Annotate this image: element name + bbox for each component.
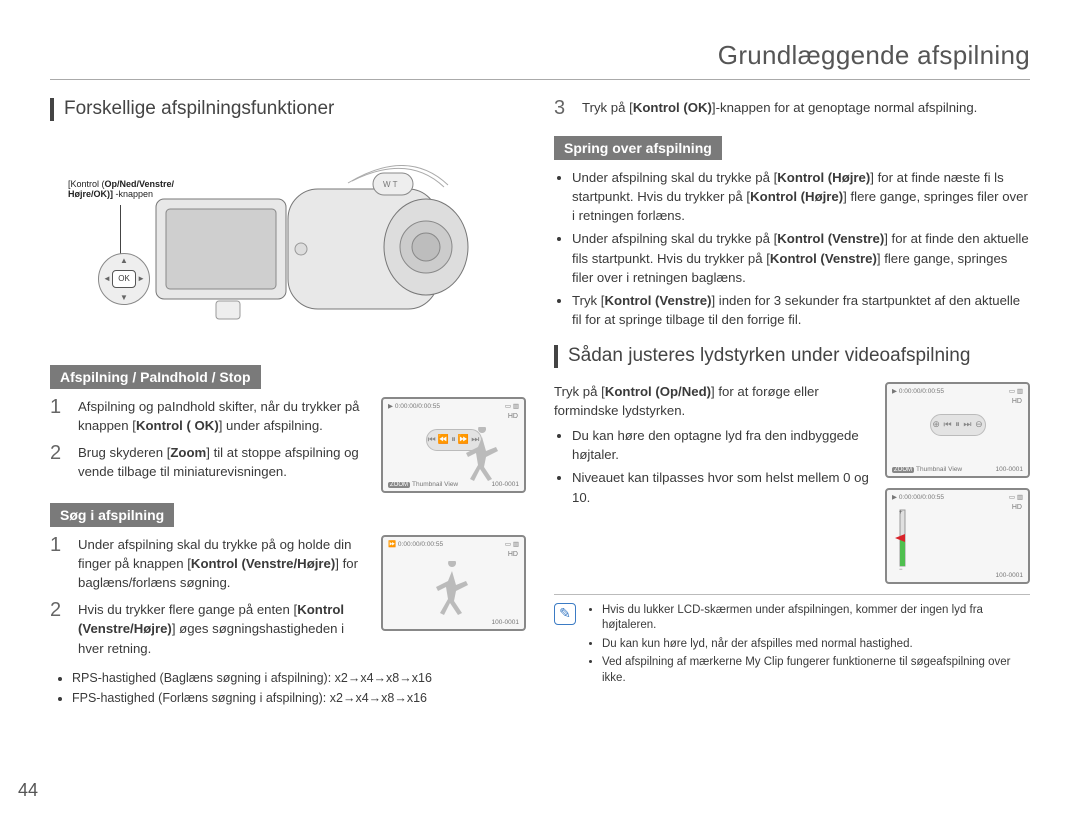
svg-text:W T: W T [383,180,398,189]
badge-search: Søg i afspilning [50,503,174,527]
skip-bullet: Under afspilning skal du trykke på [Kont… [572,229,1030,286]
badge-skip: Spring over afspilning [554,136,722,160]
left-column: Forskellige afspilningsfunktioner [Kontr… [50,98,526,711]
note-item: Ved afspilning af mærkerne My Clip funge… [602,655,1030,686]
step-number: 1 [50,397,68,435]
skip-bullet: Under afspilning skal du trykke på [Kont… [572,168,1030,225]
step-text: Hvis du trykker flere gange på enten [Ko… [78,600,369,657]
step-text: Afspilning og paIndhold skifter, når du … [78,397,369,435]
right-column: 3 Tryk på [Kontrol (OK)]-knappen for at … [554,98,1030,711]
preview-play: ▶ 0:00:00/0:00:55▭ ▥ HD ⏮⏪⏸⏩⏭ ZOOMThumbn… [381,397,526,493]
badge-play-pause-stop: Afspilning / PaIndhold / Stop [50,365,261,389]
fps-line: FPS-hastighed (Forlæns søgning i afspiln… [72,690,526,708]
step-text: Tryk på [Kontrol (OK)]-knappen for at ge… [582,98,1030,118]
step-text: Brug skyderen [Zoom] til at stoppe afspi… [78,443,369,481]
svg-text:+: + [899,510,903,516]
note-item: Du kan kun høre lyd, når der afspilles m… [602,637,1030,653]
page-number: 44 [18,780,38,801]
preview-volume-bar: ▶ 0:00:00/0:00:55▭ ▥ HD + − 100-0001 [885,488,1030,584]
camcorder-svg: W T [148,165,478,345]
preview-search: ⏩ 0:00:00/0:00:55▭ ▥ HD 100-0001 [381,535,526,631]
step-number: 3 [554,98,572,118]
section-title-functions: Forskellige afspilningsfunktioner [50,98,526,121]
step-text: Under afspilning skal du trykke på og ho… [78,535,369,592]
camera-illustration: [Kontrol (Op/Ned/Venstre/ Højre/OK)] -kn… [50,135,480,345]
ok-label: OK [112,270,136,288]
okpad-diagram: ▲▼ ◄► OK [98,253,150,305]
note-item: Hvis du lukker LCD-skærmen under afspiln… [602,603,1030,634]
section-title-volume: Sådan justeres lydstyrken under videoafs… [554,345,1030,368]
step-number: 2 [50,443,68,481]
step-number: 2 [50,600,68,657]
volume-bullet: Du kan høre den optagne lyd fra den indb… [572,426,873,464]
step-number: 1 [50,535,68,592]
rps-line: RPS-hastighed (Baglæns søgning i afspiln… [72,670,526,688]
volume-intro: Tryk på [Kontrol (Op/Ned)] for at forøge… [554,382,873,420]
page-header: Grundlæggende afspilning [50,40,1030,80]
preview-volume-controls: ▶ 0:00:00/0:00:55▭ ▥ HD ⊕⏮⏸⏭⊖ ZOOMThumbn… [885,382,1030,478]
note-box: ✎ Hvis du lukker LCD-skærmen under afspi… [554,594,1030,690]
skip-bullet: Tryk [Kontrol (Venstre)] inden for 3 sek… [572,291,1030,329]
note-icon: ✎ [554,603,576,625]
volume-bullet: Niveauet kan tilpasses hvor som helst me… [572,468,873,506]
